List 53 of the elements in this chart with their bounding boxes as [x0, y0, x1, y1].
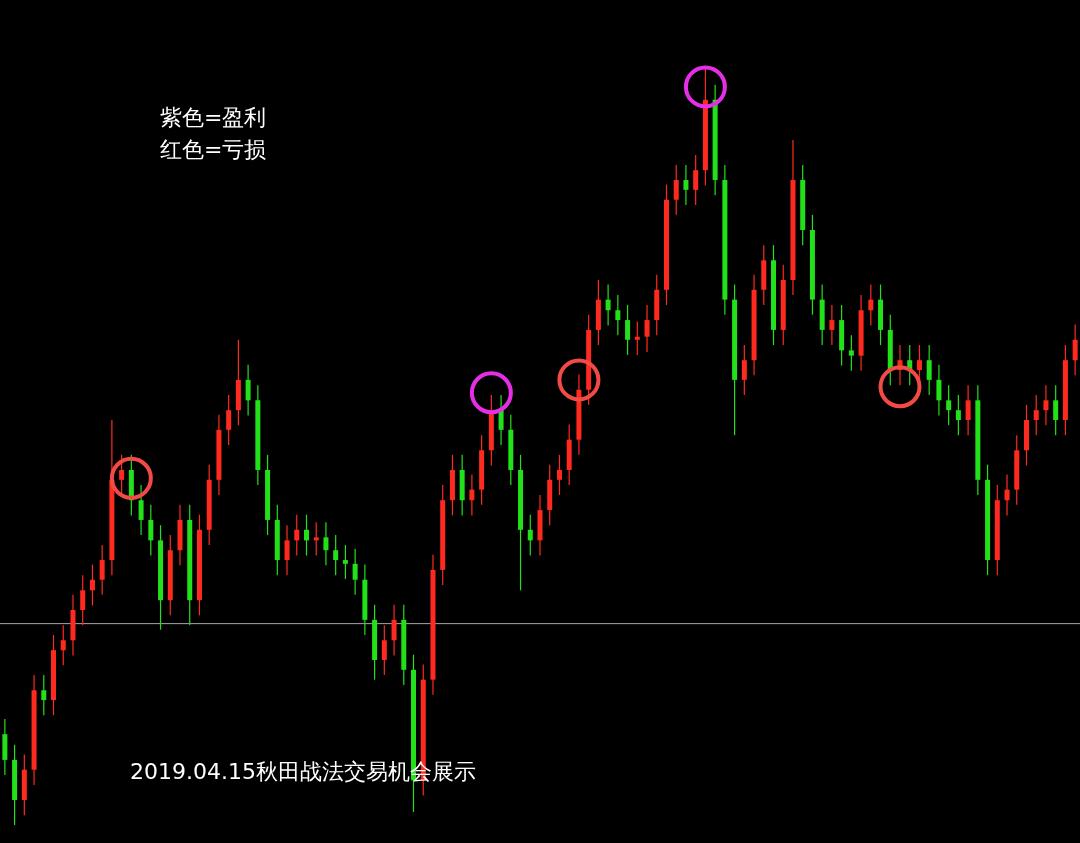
candlestick: [498, 394, 504, 446]
candlestick: [625, 304, 631, 356]
candlestick: [1004, 473, 1010, 516]
candlestick: [60, 624, 66, 666]
point: [683, 65, 727, 109]
point: [469, 371, 513, 415]
candlestick: [673, 164, 679, 216]
candlestick: [926, 344, 932, 396]
candlestick: [99, 544, 105, 596]
candlestick: [605, 283, 611, 326]
candlestick: [556, 454, 562, 496]
candlestick: [148, 504, 154, 557]
candlestick: [936, 364, 942, 417]
annotation: 紫色=盈利: [160, 104, 267, 132]
candlestick: [693, 154, 699, 206]
candlestick: [352, 548, 358, 596]
candlestick: [342, 544, 348, 580]
candlestick: [965, 384, 971, 436]
candlestick: [303, 514, 309, 557]
candlestick: [634, 321, 640, 356]
candlestick: [829, 304, 835, 346]
candlestick: [391, 604, 397, 657]
candlestick: [1053, 384, 1059, 436]
candlestick: [1072, 324, 1078, 376]
candlestick: [284, 524, 290, 576]
point: [109, 456, 153, 500]
candlestick: [1043, 384, 1049, 426]
candlestick: [119, 454, 125, 496]
point: [878, 365, 922, 409]
candlestick: [226, 394, 232, 446]
candlestick: [313, 521, 319, 557]
candlestick: [323, 521, 329, 566]
candlestick: [89, 563, 95, 607]
candlestick: [741, 344, 747, 396]
candlestick: [527, 514, 533, 557]
candlestick: [868, 283, 874, 326]
candlestick: [41, 674, 47, 716]
candlestick: [955, 394, 961, 436]
candlestick: [333, 534, 339, 576]
candlestick: [469, 473, 475, 516]
candlestick: [848, 334, 854, 372]
candlestick: [1033, 394, 1039, 436]
point: [557, 358, 601, 402]
candlestick: [946, 384, 952, 426]
candlestick: [294, 514, 300, 557]
candlestick: [644, 304, 650, 353]
candlestick: [615, 294, 621, 336]
candlestick: [381, 624, 387, 676]
candlestick: [245, 364, 251, 417]
annotation: 红色=亏损: [160, 136, 267, 164]
candlestick: [683, 164, 689, 206]
candlestick: [80, 574, 86, 626]
candlestick: [138, 484, 144, 536]
